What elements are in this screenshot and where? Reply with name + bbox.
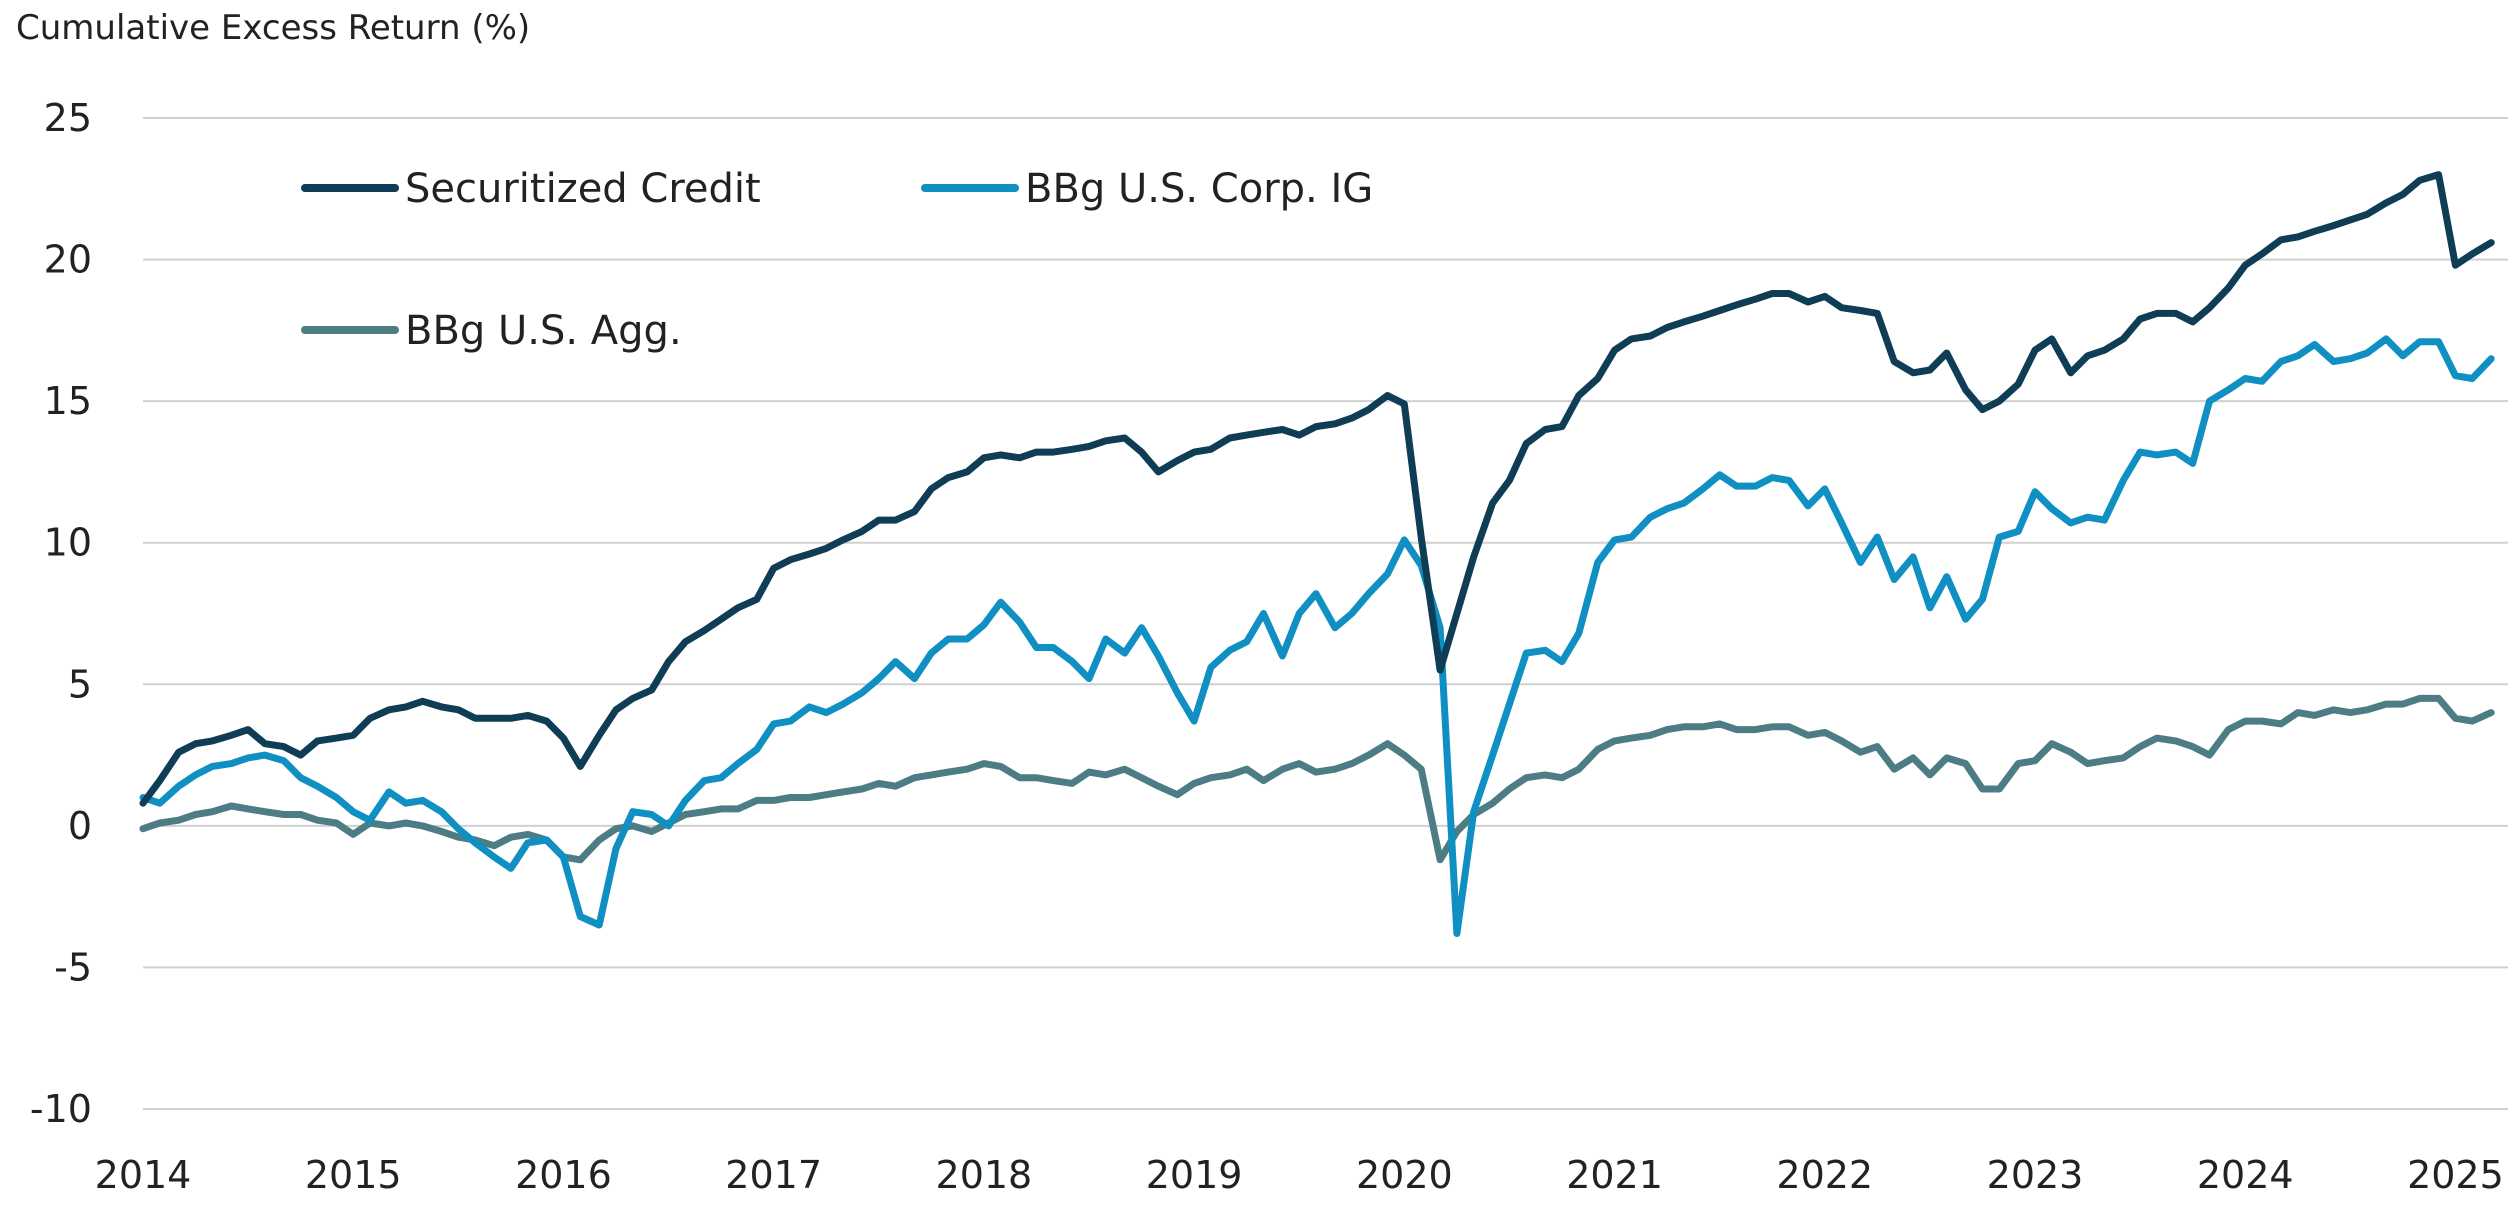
y-tick-label: -10 bbox=[30, 1087, 92, 1131]
series-lines bbox=[139, 171, 2495, 937]
y-tick-label: 0 bbox=[68, 804, 92, 848]
x-tick-label: 2024 bbox=[2197, 1153, 2294, 1197]
y-tick-label: 10 bbox=[44, 521, 92, 565]
y-axis-ticks: 25 20 15 10 5 0 -5 -10 bbox=[30, 96, 92, 1131]
x-tick-label: 2017 bbox=[725, 1153, 822, 1197]
y-tick-label: -5 bbox=[54, 945, 92, 989]
series-line-2 bbox=[139, 694, 2495, 864]
series-line-1 bbox=[139, 335, 2495, 937]
series-line-0 bbox=[139, 171, 2495, 807]
x-tick-label: 2020 bbox=[1356, 1153, 1453, 1197]
x-tick-label: 2022 bbox=[1776, 1153, 1873, 1197]
gridlines bbox=[143, 117, 2508, 1110]
x-tick-label: 2015 bbox=[305, 1153, 402, 1197]
legend-label-2: BBg U.S. Agg. bbox=[405, 308, 682, 354]
y-tick-label: 25 bbox=[44, 96, 92, 140]
y-tick-label: 5 bbox=[68, 662, 92, 706]
x-tick-label: 2016 bbox=[515, 1153, 612, 1197]
x-tick-label: 2014 bbox=[95, 1153, 192, 1197]
x-tick-label: 2025 bbox=[2407, 1153, 2504, 1197]
legend-label-1: BBg U.S. Corp. IG bbox=[1025, 166, 1373, 212]
legend-label-0: Securitized Credit bbox=[405, 166, 761, 212]
legend: Securitized Credit BBg U.S. Corp. IG BBg U… bbox=[301, 166, 1373, 354]
x-tick-label: 2021 bbox=[1566, 1153, 1663, 1197]
y-tick-label: 15 bbox=[44, 379, 92, 423]
x-tick-label: 2019 bbox=[1146, 1153, 1243, 1197]
x-axis-ticks: 2014 2015 2016 2017 2018 2019 2020 2021 2022 2023… bbox=[95, 1153, 2504, 1197]
x-tick-label: 2023 bbox=[1987, 1153, 2084, 1197]
x-tick-label: 2018 bbox=[936, 1153, 1033, 1197]
y-tick-label: 20 bbox=[44, 238, 92, 282]
y-axis-label: Cumulative Excess Return (%) bbox=[16, 8, 531, 48]
